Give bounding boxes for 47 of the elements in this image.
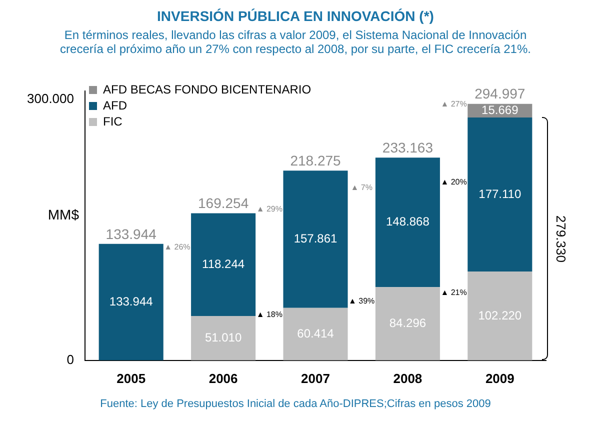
bar [375,287,440,360]
data-label: 148.868 [386,214,430,229]
legend-label: AFD [103,98,128,112]
chart-title: INVERSIÓN PÚBLICA EN INNOVACIÓN (*) [156,8,435,24]
x-tick-label: 2008 [393,370,422,386]
x-tick-label: 2005 [116,370,146,386]
source-note: Fuente: Ley de Presupuestos Inicial de cada Año-DIPRES;Cifras en pesos 2009 [99,398,492,410]
data-label: 157.861 [294,232,338,246]
bar [468,272,532,360]
annotation: ▲ 21% [440,288,467,298]
total-label: 294.997 [474,86,526,102]
total-label: 233.163 [382,139,434,156]
legend-label: FIC [103,114,123,128]
annotation: ▲ 39% [348,296,375,306]
bar [375,158,440,288]
data-label: 102.220 [478,308,522,322]
total-label: 133.944 [106,226,157,242]
x-tick-label: 2009 [485,370,514,386]
y-tick-label: 0 [66,352,74,367]
x-tick-label: 2007 [301,370,330,386]
total-label: 169.254 [198,195,249,212]
annotation: ▲ 26% [164,242,190,252]
annotation: ▲ 27% [440,99,467,108]
bar [191,213,256,316]
data-label: 133.944 [109,294,154,308]
bar [98,244,164,360]
text: 279.330 [554,215,569,262]
data-label: 60.414 [297,326,334,340]
data-label: 118.244 [202,256,245,271]
bar [191,316,256,360]
y-tick-label: 300.000 [27,91,74,106]
annotation: ▲ 20% [440,178,467,187]
data-label: 177.110 [478,186,522,201]
annotation: ▲ 29% [256,204,282,214]
data-label: 51.010 [204,330,242,345]
annotation: ▲ 7% [350,183,372,192]
chart-subtitle: En términos reales, llevando las cifras a valor 2009, el Sistema Nacional de Innovación crecería el próximo año un 27% con respecto al 2008, por su parte, el FIC crecería 21%. [60,28,531,56]
data-label: 84.296 [389,316,426,330]
x-tick-label: 2006 [208,370,238,386]
data-label: 15.669 [482,102,519,117]
bar [283,170,348,308]
y-axis-title: MM$ [48,206,80,222]
bar [283,308,348,360]
annotation: ▲ 18% [256,310,282,319]
legend-label: AFD BECAS FONDO BICENTENARIO [103,82,312,96]
bar [468,117,532,272]
total-label: 218.275 [290,152,342,168]
